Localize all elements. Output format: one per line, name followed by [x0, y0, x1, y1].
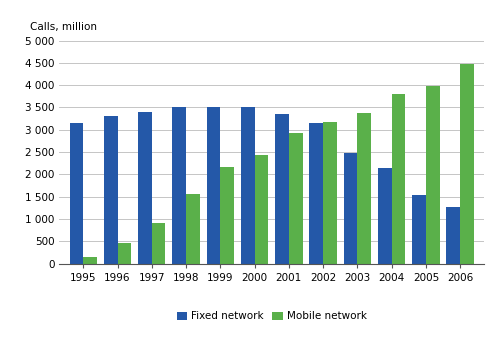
Bar	[426, 86, 440, 264]
Legend: Fixed network, Mobile network: Fixed network, Mobile network	[172, 307, 371, 325]
Bar	[206, 107, 220, 264]
Bar	[138, 112, 152, 264]
Bar	[118, 243, 131, 264]
Text: Calls, million: Calls, million	[30, 22, 96, 32]
Bar	[447, 207, 460, 264]
Bar	[309, 123, 323, 264]
Bar	[289, 134, 302, 264]
Bar	[241, 106, 254, 264]
Bar	[323, 122, 337, 264]
Bar	[104, 116, 118, 264]
Bar	[392, 94, 405, 264]
Bar	[220, 167, 234, 264]
Bar	[378, 168, 392, 264]
Bar	[275, 114, 289, 264]
Bar	[83, 257, 97, 264]
Bar	[70, 123, 83, 264]
Bar	[344, 153, 357, 264]
Bar	[460, 64, 474, 264]
Bar	[254, 155, 268, 264]
Bar	[357, 113, 371, 264]
Bar	[172, 107, 186, 264]
Bar	[412, 195, 426, 264]
Bar	[152, 223, 165, 264]
Bar	[186, 194, 200, 264]
